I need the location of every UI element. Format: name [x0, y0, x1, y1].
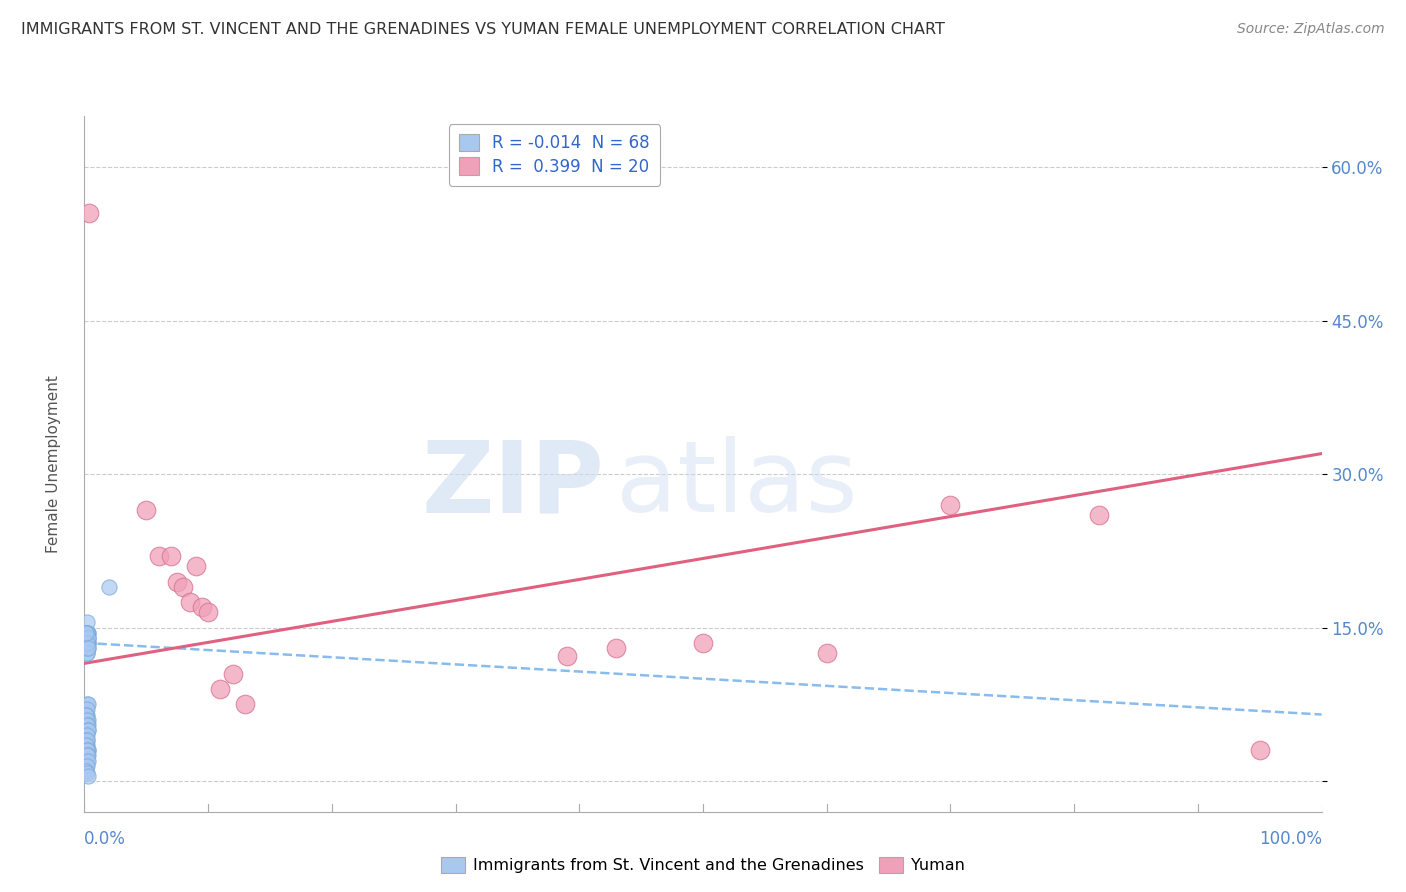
Point: [77, 769, 100, 783]
Point: [76, 728, 98, 742]
Point: [76, 615, 98, 630]
Point: [77, 743, 100, 757]
Point: [555, 649, 578, 664]
Point: [172, 580, 194, 594]
Point: [77, 743, 100, 757]
Point: [77, 631, 100, 645]
Text: atlas: atlas: [616, 436, 858, 533]
Legend: Immigrants from St. Vincent and the Grenadines, Yuman: Immigrants from St. Vincent and the Gren…: [434, 850, 972, 880]
Point: [75, 631, 97, 645]
Point: [76, 646, 98, 660]
Point: [76, 748, 98, 763]
Legend: R = -0.014  N = 68, R =  0.399  N = 20: R = -0.014 N = 68, R = 0.399 N = 20: [449, 124, 659, 186]
Point: [76, 733, 98, 747]
Point: [75, 707, 97, 722]
Point: [76, 723, 98, 737]
Point: [76, 713, 98, 727]
Point: [77, 631, 100, 645]
Point: [75, 625, 97, 640]
Point: [76, 625, 98, 640]
Point: [75, 702, 97, 716]
Point: [77, 625, 100, 640]
Point: [77, 636, 100, 650]
Point: [605, 640, 627, 655]
Point: [76, 631, 98, 645]
Point: [76, 707, 98, 722]
Point: [77, 625, 100, 640]
Point: [75, 728, 97, 742]
Point: [76, 636, 98, 650]
Point: [77, 698, 100, 712]
Point: [191, 600, 214, 615]
Point: [77, 748, 100, 763]
Point: [166, 574, 188, 589]
Point: [98, 580, 121, 594]
Point: [76, 748, 98, 763]
Point: [75, 758, 97, 772]
Point: [1088, 508, 1111, 522]
Point: [233, 698, 256, 712]
Point: [160, 549, 183, 563]
Point: [76, 698, 98, 712]
Text: 0.0%: 0.0%: [84, 830, 127, 848]
Point: [75, 636, 97, 650]
Point: [75, 738, 97, 752]
Point: [77, 713, 100, 727]
Point: [77, 640, 100, 655]
Point: [77, 723, 100, 737]
Point: [1249, 743, 1271, 757]
Point: [222, 666, 245, 681]
Point: [75, 640, 97, 655]
Point: [75, 625, 97, 640]
Point: [76, 640, 98, 655]
Point: [76, 625, 98, 640]
Point: [76, 738, 98, 752]
Point: [77, 717, 100, 731]
Point: [148, 549, 170, 563]
Point: [76, 717, 98, 731]
Point: [135, 503, 157, 517]
Text: IMMIGRANTS FROM ST. VINCENT AND THE GRENADINES VS YUMAN FEMALE UNEMPLOYMENT CORR: IMMIGRANTS FROM ST. VINCENT AND THE GREN…: [21, 22, 945, 37]
Point: [76, 646, 98, 660]
Point: [75, 640, 97, 655]
Point: [692, 636, 714, 650]
Point: [75, 764, 97, 778]
Point: [76, 754, 98, 768]
Text: ZIP: ZIP: [422, 436, 605, 533]
Point: [76, 758, 98, 772]
Point: [76, 636, 98, 650]
Point: [75, 728, 97, 742]
Point: [197, 605, 219, 619]
Point: [79, 206, 101, 220]
Point: [76, 640, 98, 655]
Text: Female Unemployment: Female Unemployment: [46, 375, 60, 553]
Point: [77, 723, 100, 737]
Point: [76, 631, 98, 645]
Point: [76, 765, 98, 780]
Point: [76, 717, 98, 731]
Point: [184, 559, 207, 574]
Point: [209, 681, 232, 696]
Text: 100.0%: 100.0%: [1258, 830, 1322, 848]
Point: [75, 754, 97, 768]
Point: [77, 636, 100, 650]
Point: [815, 646, 838, 660]
Point: [75, 631, 97, 645]
Point: [939, 498, 962, 512]
Point: [77, 754, 100, 768]
Point: [76, 743, 98, 757]
Point: [76, 733, 98, 747]
Point: [75, 733, 97, 747]
Point: [76, 636, 98, 650]
Point: [77, 640, 100, 655]
Point: [77, 636, 100, 650]
Point: [76, 702, 98, 716]
Point: [75, 707, 97, 722]
Point: [77, 631, 100, 645]
Point: [76, 640, 98, 655]
Text: Source: ZipAtlas.com: Source: ZipAtlas.com: [1237, 22, 1385, 37]
Point: [179, 595, 201, 609]
